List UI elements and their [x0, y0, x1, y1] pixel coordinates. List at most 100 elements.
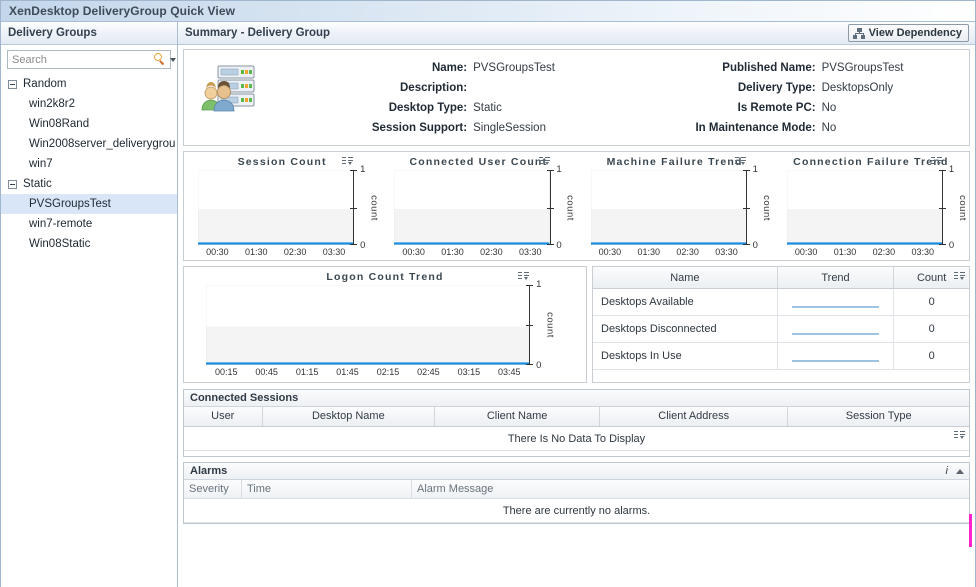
- empty-message: There are currently no alarms.: [184, 499, 969, 523]
- chart-svg: [394, 170, 550, 245]
- chart-x-tick-label: 02:15: [376, 367, 400, 377]
- chart-y-tick: [350, 207, 358, 209]
- column-header[interactable]: Session Type: [845, 410, 912, 422]
- table-row[interactable]: Desktops In Use 0: [593, 342, 969, 370]
- chart-x-tick-label: 03:45: [498, 367, 521, 377]
- tree-node-label: Random: [23, 78, 67, 90]
- chart-y-tick: [546, 170, 554, 171]
- alarms-grid: Severity Time Alarm Message There are curre…: [184, 480, 969, 523]
- info-value: PVSGroupsTest: [821, 62, 904, 74]
- search-input[interactable]: [12, 52, 154, 67]
- empty-message: There Is No Data To Display: [184, 427, 969, 451]
- chevron-down-icon[interactable]: [170, 57, 176, 62]
- view-dependency-label: View Dependency: [868, 27, 962, 39]
- delivery-groups-pane: Delivery Groups Random win2k8r2 Win08Rand W…: [1, 22, 178, 587]
- chart-options-icon[interactable]: [931, 157, 943, 166]
- stat-name: Desktops Available: [593, 288, 778, 316]
- grid-options-icon[interactable]: [954, 431, 965, 440]
- chart-svg: [590, 170, 746, 245]
- chart-y-tick-max: 1: [752, 164, 758, 175]
- trend-sparkline: [791, 332, 880, 335]
- tree-item-win2k8r2[interactable]: win2k8r2: [1, 94, 177, 114]
- chart-x-ticks: 00:30 01:30 02:30 03:30: [591, 247, 746, 257]
- window-titlebar: XenDesktop DeliveryGroup Quick View: [1, 1, 975, 22]
- info-row: Published Name: PVSGroupsTest: [613, 58, 962, 78]
- table-row[interactable]: Desktops Available 0: [593, 288, 969, 316]
- stat-count: 0: [893, 342, 969, 370]
- column-header[interactable]: Desktop Name: [263, 407, 436, 426]
- chart-title: Logon Count Trend: [326, 271, 444, 283]
- info-value: No: [821, 102, 837, 114]
- info-row: Is Remote PC: No: [613, 98, 962, 118]
- chart-x-tick-label: 02:45: [417, 367, 440, 377]
- info-columns: Name: PVSGroupsTest Description: Desktop Ty…: [264, 58, 969, 138]
- tree-item-pvsgroupstest[interactable]: PVSGroupsTest: [1, 194, 177, 214]
- alarms-title: Alarms: [190, 465, 228, 477]
- info-label: Description:: [400, 82, 468, 94]
- chart-options-icon[interactable]: [538, 157, 550, 166]
- tree-item-win2008server_deliverygrou[interactable]: Win2008server_deliverygrou: [1, 134, 177, 154]
- tree-node-label: PVSGroupsTest: [29, 198, 111, 210]
- stat-name: Desktops Disconnected: [593, 315, 778, 343]
- tree-group-random[interactable]: Random: [1, 74, 177, 94]
- chart-svg: [786, 170, 943, 245]
- chart-x-ticks: 00:30 01:30 02:30 03:30: [787, 247, 942, 257]
- chart-svg: [206, 285, 530, 365]
- column-header[interactable]: User: [184, 407, 263, 426]
- chart-y-tick: [526, 364, 534, 365]
- delivery-groups-tree[interactable]: Random win2k8r2 Win08Rand Win2008server_del…: [1, 73, 177, 587]
- chart-plot-area: 1 0 count: [198, 164, 379, 251]
- info-icon[interactable]: i: [945, 465, 948, 477]
- table-row[interactable]: Desktops Disconnected 0: [593, 315, 969, 343]
- view-dependency-button[interactable]: View Dependency: [847, 24, 969, 42]
- chart-title: Connection Failure Trend: [793, 156, 949, 168]
- search-icon[interactable]: [154, 53, 167, 66]
- chart-options-icon[interactable]: [342, 157, 354, 166]
- table-header-row: Name Trend Count: [593, 267, 969, 289]
- chart-connection-failure-trend: Connection Failure Trend 1 0 count 00:30 01:3…: [773, 152, 969, 260]
- chart-connected-user-count: Connected User Count 1 0 count 00:30 01:30 02:…: [380, 152, 576, 260]
- tree-item-win7-remote[interactable]: win7-remote: [1, 214, 177, 234]
- info-label: Desktop Type:: [388, 102, 468, 114]
- search-box[interactable]: [7, 50, 176, 69]
- info-value: No: [821, 122, 837, 134]
- chart-y-tick: [350, 244, 358, 245]
- column-header[interactable]: Severity: [184, 480, 242, 498]
- column-header[interactable]: Client Name: [435, 407, 601, 426]
- chart-y-tick: [742, 170, 750, 171]
- info-value: PVSGroupsTest: [473, 62, 555, 74]
- info-row: Name: PVSGroupsTest: [264, 58, 613, 78]
- chart-y-tick-min: 0: [752, 240, 758, 251]
- grid-options-icon[interactable]: [954, 272, 965, 281]
- chart-y-tick-max: 1: [360, 164, 366, 175]
- chart-options-icon[interactable]: [734, 157, 746, 166]
- tree-item-win08static[interactable]: Win08Static: [1, 234, 177, 254]
- chart-svg: [198, 170, 354, 245]
- chart-y-tick: [742, 244, 750, 245]
- logon-count-trend-chart: Logon Count Trend 1 0 count 00:15 00:45 01:15 0…: [183, 266, 587, 383]
- expander-icon[interactable]: [8, 79, 17, 89]
- tree-item-win7[interactable]: win7: [1, 154, 177, 174]
- chart-y-tick: [526, 325, 534, 326]
- column-header[interactable]: Trend: [777, 267, 895, 289]
- chart-y-tick-max: 1: [556, 164, 562, 175]
- tree-item-win08rand[interactable]: Win08Rand: [1, 114, 177, 134]
- expander-icon[interactable]: [8, 179, 17, 189]
- chart-options-icon[interactable]: [518, 272, 530, 281]
- chart-x-ticks: 00:30 01:30 02:30 03:30: [198, 247, 353, 257]
- column-header[interactable]: Count: [893, 267, 969, 289]
- column-header[interactable]: Time: [242, 480, 412, 498]
- info-label: Delivery Type:: [737, 82, 816, 94]
- summary-content: Name: PVSGroupsTest Description: Desktop Ty…: [178, 45, 975, 587]
- tree-node-label: Win2008server_deliverygrou: [29, 138, 176, 150]
- stat-name: Desktops In Use: [593, 342, 778, 370]
- chevron-up-icon[interactable]: [956, 468, 964, 474]
- chart-x-tick-label: 03:30: [911, 247, 934, 257]
- chart-x-tick-label: 01:30: [637, 247, 661, 257]
- column-header[interactable]: Name: [593, 267, 778, 289]
- column-header[interactable]: Client Address: [600, 407, 789, 426]
- chart-y-axis-label: count: [760, 194, 772, 221]
- column-header[interactable]: Alarm Message: [417, 483, 494, 495]
- tree-group-static[interactable]: Static: [1, 174, 177, 194]
- tree-node-label: Win08Rand: [29, 118, 90, 130]
